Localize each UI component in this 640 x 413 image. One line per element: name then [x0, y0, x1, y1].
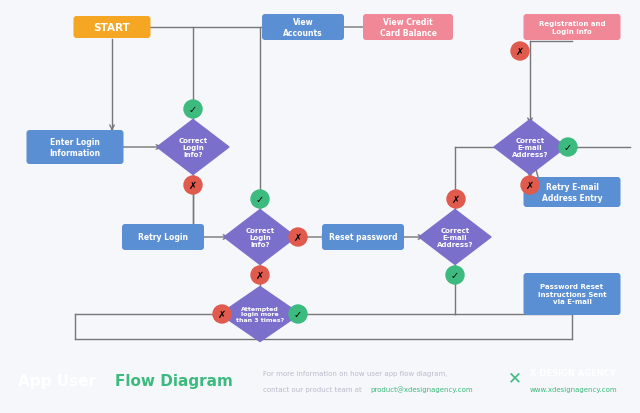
Polygon shape [224, 210, 296, 265]
Circle shape [289, 305, 307, 323]
Text: App User: App User [18, 374, 101, 389]
Circle shape [251, 190, 269, 209]
Text: ✓: ✓ [294, 309, 302, 319]
Text: For more information on how user app flow diagram,: For more information on how user app flo… [263, 370, 447, 376]
FancyBboxPatch shape [26, 131, 124, 165]
Circle shape [521, 177, 539, 195]
Text: ✗: ✗ [516, 47, 524, 57]
Circle shape [559, 139, 577, 157]
Text: Enter Login
Information: Enter Login Information [49, 138, 100, 158]
Text: ✗: ✗ [526, 180, 534, 190]
FancyBboxPatch shape [524, 178, 621, 207]
Circle shape [184, 101, 202, 119]
Text: Attempted
login more
than 3 times?: Attempted login more than 3 times? [236, 306, 284, 323]
Circle shape [511, 43, 529, 61]
FancyBboxPatch shape [262, 15, 344, 41]
Circle shape [213, 305, 231, 323]
Circle shape [446, 266, 464, 284]
Polygon shape [494, 120, 566, 175]
Text: START: START [93, 23, 131, 33]
Text: Flow Diagram: Flow Diagram [115, 374, 233, 389]
Text: ✗: ✗ [189, 180, 197, 190]
Polygon shape [419, 210, 491, 265]
Text: Retry Login: Retry Login [138, 233, 188, 242]
Circle shape [289, 228, 307, 247]
Polygon shape [157, 120, 229, 175]
Text: ✗: ✗ [218, 309, 226, 319]
Text: Correct
E-mail
Address?: Correct E-mail Address? [512, 138, 548, 158]
Text: ✗: ✗ [452, 195, 460, 204]
FancyBboxPatch shape [363, 15, 453, 41]
Text: Correct
E-mail
Address?: Correct E-mail Address? [436, 228, 473, 247]
FancyBboxPatch shape [122, 224, 204, 250]
Text: ✓: ✓ [189, 105, 197, 115]
Text: View Credit
Card Balance: View Credit Card Balance [380, 18, 436, 38]
Polygon shape [220, 287, 300, 342]
Text: View
Accounts: View Accounts [283, 18, 323, 38]
Text: Reset password: Reset password [329, 233, 397, 242]
Text: Registration and
Login Info: Registration and Login Info [539, 21, 605, 35]
FancyBboxPatch shape [524, 15, 621, 41]
Text: ✕: ✕ [508, 368, 522, 386]
Text: Correct
Login
Info?: Correct Login Info? [245, 228, 275, 247]
Circle shape [251, 266, 269, 284]
Text: X DESIGN AGENCY: X DESIGN AGENCY [530, 369, 616, 377]
FancyBboxPatch shape [74, 17, 150, 39]
Text: www.xdesignagency.com: www.xdesignagency.com [530, 386, 618, 392]
Text: ✓: ✓ [564, 142, 572, 153]
Circle shape [184, 177, 202, 195]
Text: product@xdesignagency.com: product@xdesignagency.com [370, 386, 472, 392]
Circle shape [447, 190, 465, 209]
Text: ✓: ✓ [451, 271, 459, 280]
Text: ✓: ✓ [256, 195, 264, 204]
FancyBboxPatch shape [322, 224, 404, 250]
Text: Retry E-mail
Address Entry: Retry E-mail Address Entry [541, 183, 602, 202]
Text: Correct
Login
Info?: Correct Login Info? [179, 138, 207, 158]
Text: Password Reset
Instructions Sent
via E-mail: Password Reset Instructions Sent via E-m… [538, 284, 606, 305]
Text: contact our product team at: contact our product team at [263, 386, 364, 392]
Text: ✗: ✗ [294, 233, 302, 242]
FancyBboxPatch shape [524, 273, 621, 315]
Text: ✗: ✗ [256, 271, 264, 280]
